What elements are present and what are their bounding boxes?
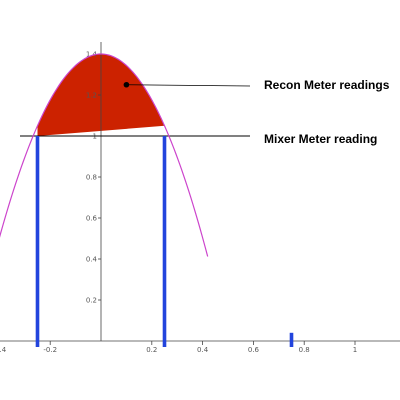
vertical-bar — [289, 332, 294, 347]
vertical-bar — [162, 136, 167, 347]
y-tick-label: 0.2 — [86, 297, 97, 305]
marker-dot — [123, 81, 130, 88]
curve-layer — [0, 53, 209, 257]
x-tick-label: -0.2 — [43, 346, 57, 354]
x-tick-label: 0.8 — [299, 346, 310, 354]
x-tick-label: -0.4 — [0, 346, 7, 354]
y-tick-label: 0.6 — [86, 215, 98, 223]
y-tick-label: 0.8 — [86, 174, 97, 182]
x-tick-label: 0.4 — [197, 346, 209, 354]
y-tick-label: 1.2 — [86, 92, 97, 100]
annotation-layer: Recon Meter readings Mixer Meter reading — [123, 78, 390, 146]
y-tick-label: 0.4 — [86, 256, 98, 264]
bar-layer — [35, 136, 294, 347]
y-tick-label: 1.4 — [86, 51, 98, 59]
annotation-leader — [126, 84, 251, 87]
annotation-mixer-meter-reading: Mixer Meter reading — [264, 132, 377, 146]
axis-layer: -0.4-0.20.20.40.60.811.21.40.20.40.60.81… — [0, 42, 400, 354]
x-tick-label: 0.6 — [248, 346, 260, 354]
curve-line — [0, 53, 209, 257]
x-tick-label: 0.2 — [146, 346, 157, 354]
x-tick-label: 1 — [353, 346, 357, 354]
annotation-recon-meter-readings: Recon Meter readings — [264, 78, 390, 92]
vertical-bar — [35, 136, 40, 347]
